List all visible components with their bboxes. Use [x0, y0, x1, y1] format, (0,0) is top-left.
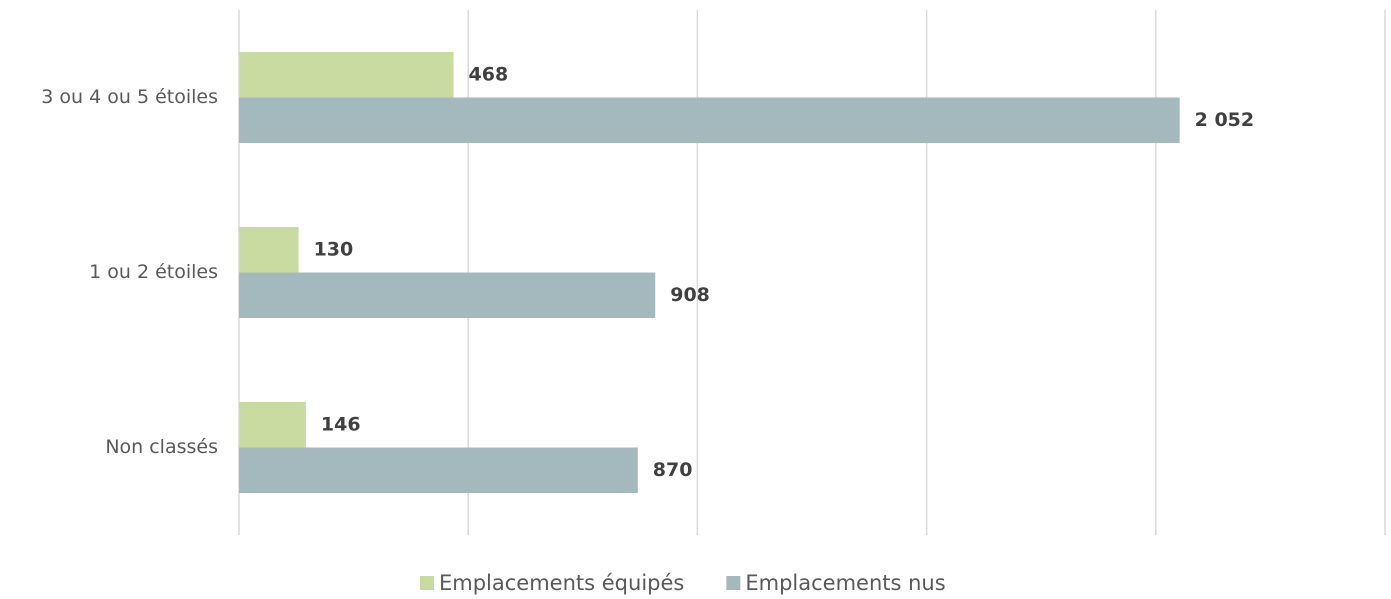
bar [239, 227, 299, 273]
bar [239, 447, 638, 493]
value-label: 146 [321, 413, 361, 435]
bar [239, 97, 1180, 143]
bar [239, 402, 306, 448]
value-label: 870 [653, 459, 693, 481]
category-label: Non classés [105, 436, 218, 458]
legend-label: Emplacements équipés [439, 571, 684, 595]
legend-label: Emplacements nus [745, 571, 945, 595]
category-label: 1 ou 2 étoiles [89, 261, 218, 283]
bar [239, 52, 454, 98]
legend-swatch [420, 576, 434, 590]
value-label: 130 [314, 238, 354, 260]
bar [239, 272, 656, 318]
value-label: 908 [670, 284, 710, 306]
category-label: 3 ou 4 ou 5 étoiles [41, 86, 218, 108]
value-label: 2 052 [1195, 109, 1255, 131]
legend-swatch [726, 576, 741, 590]
value-label: 468 [469, 63, 509, 85]
